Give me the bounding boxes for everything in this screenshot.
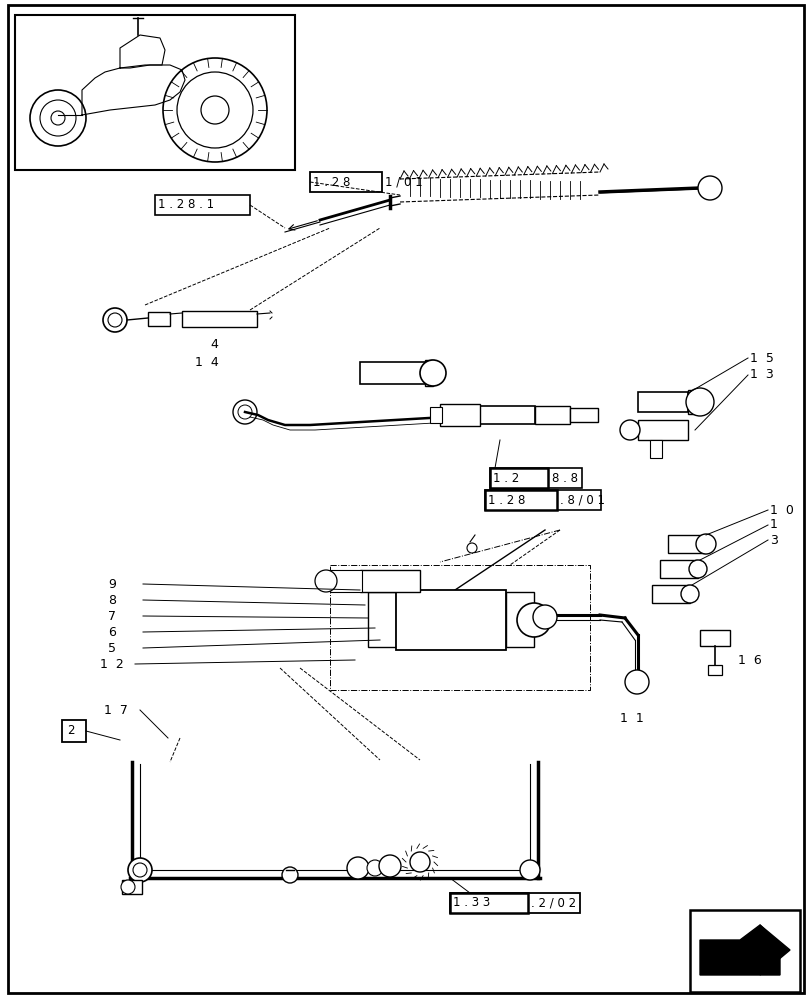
Bar [449, 893, 579, 913]
Bar [182, 311, 257, 327]
Bar [699, 920, 789, 982]
Circle shape [51, 111, 65, 125]
Bar [667, 535, 705, 553]
Circle shape [697, 176, 721, 200]
Bar [534, 406, 569, 424]
Circle shape [315, 570, 337, 592]
Bar [367, 592, 396, 647]
Circle shape [410, 852, 430, 872]
Text: 1  2: 1 2 [100, 658, 123, 670]
Circle shape [419, 360, 445, 386]
Bar [659, 560, 697, 578]
Text: 1 / 0 1: 1 / 0 1 [384, 176, 422, 188]
Circle shape [695, 534, 715, 554]
Bar [637, 392, 687, 412]
Circle shape [624, 670, 648, 694]
Text: 1  4: 1 4 [195, 357, 218, 369]
Circle shape [620, 420, 639, 440]
Bar [484, 490, 600, 510]
Text: 1  0: 1 0 [769, 504, 793, 516]
Circle shape [517, 603, 551, 637]
Bar [396, 590, 505, 650]
Text: 1 . 2 8 . 1: 1 . 2 8 . 1 [158, 198, 214, 212]
Circle shape [30, 90, 86, 146]
Text: 1  3: 1 3 [749, 368, 773, 381]
Bar [707, 665, 721, 675]
Text: 1  7: 1 7 [104, 704, 127, 716]
Circle shape [689, 560, 706, 578]
Circle shape [379, 855, 401, 877]
Circle shape [128, 858, 152, 882]
Circle shape [346, 857, 368, 879]
Circle shape [281, 867, 298, 883]
Text: 5: 5 [108, 642, 116, 654]
Circle shape [519, 860, 539, 880]
Bar [62, 720, 86, 742]
Circle shape [133, 863, 147, 877]
Bar [699, 630, 729, 646]
Circle shape [103, 308, 127, 332]
Bar [651, 585, 689, 603]
Circle shape [233, 400, 257, 424]
Bar [505, 592, 534, 647]
Bar [449, 893, 527, 913]
Text: 7: 7 [108, 609, 116, 622]
Bar [569, 408, 597, 422]
Circle shape [163, 58, 267, 162]
Bar [687, 390, 699, 414]
Polygon shape [759, 925, 789, 975]
Bar [484, 490, 556, 510]
Circle shape [466, 543, 476, 553]
Bar [359, 570, 419, 592]
Bar [359, 362, 424, 384]
Text: 1 . 3 3: 1 . 3 3 [453, 896, 490, 910]
Bar [649, 440, 661, 458]
Text: 1 . 2 8: 1 . 2 8 [312, 176, 350, 188]
Circle shape [121, 880, 135, 894]
Text: 9: 9 [108, 578, 116, 590]
Text: 1 . 2: 1 . 2 [492, 472, 518, 485]
Circle shape [177, 72, 253, 148]
Circle shape [238, 405, 251, 419]
Circle shape [201, 96, 229, 124]
Text: 1  1: 1 1 [620, 712, 643, 724]
Bar [310, 172, 381, 192]
Bar [155, 195, 250, 215]
Bar [440, 404, 479, 426]
Circle shape [532, 605, 556, 629]
Text: 1  6: 1 6 [737, 654, 761, 666]
Text: 1: 1 [769, 518, 777, 532]
Polygon shape [699, 925, 779, 975]
Bar [424, 360, 432, 386]
Bar [489, 468, 581, 488]
Text: 6: 6 [108, 626, 116, 639]
Circle shape [367, 860, 383, 876]
Text: 1 . 2 8: 1 . 2 8 [487, 493, 525, 506]
Bar [15, 15, 294, 170]
Text: . 2 / 0 2: . 2 / 0 2 [530, 896, 576, 910]
Bar [430, 407, 441, 423]
Bar [489, 468, 547, 488]
Circle shape [40, 100, 76, 136]
Text: 3: 3 [769, 534, 777, 546]
Bar [329, 570, 362, 592]
Bar [148, 312, 169, 326]
Text: 2: 2 [67, 724, 75, 738]
Text: 1  5: 1 5 [749, 352, 773, 364]
Text: 4: 4 [210, 338, 217, 352]
Bar [637, 420, 687, 440]
Circle shape [680, 585, 698, 603]
Text: . 8 / 0 1: . 8 / 0 1 [560, 493, 604, 506]
Text: 8: 8 [108, 593, 116, 606]
Text: 8 . 8: 8 . 8 [551, 472, 577, 485]
Bar [122, 880, 142, 894]
Circle shape [108, 313, 122, 327]
Bar [479, 406, 534, 424]
Circle shape [685, 388, 713, 416]
Bar [689, 910, 799, 992]
